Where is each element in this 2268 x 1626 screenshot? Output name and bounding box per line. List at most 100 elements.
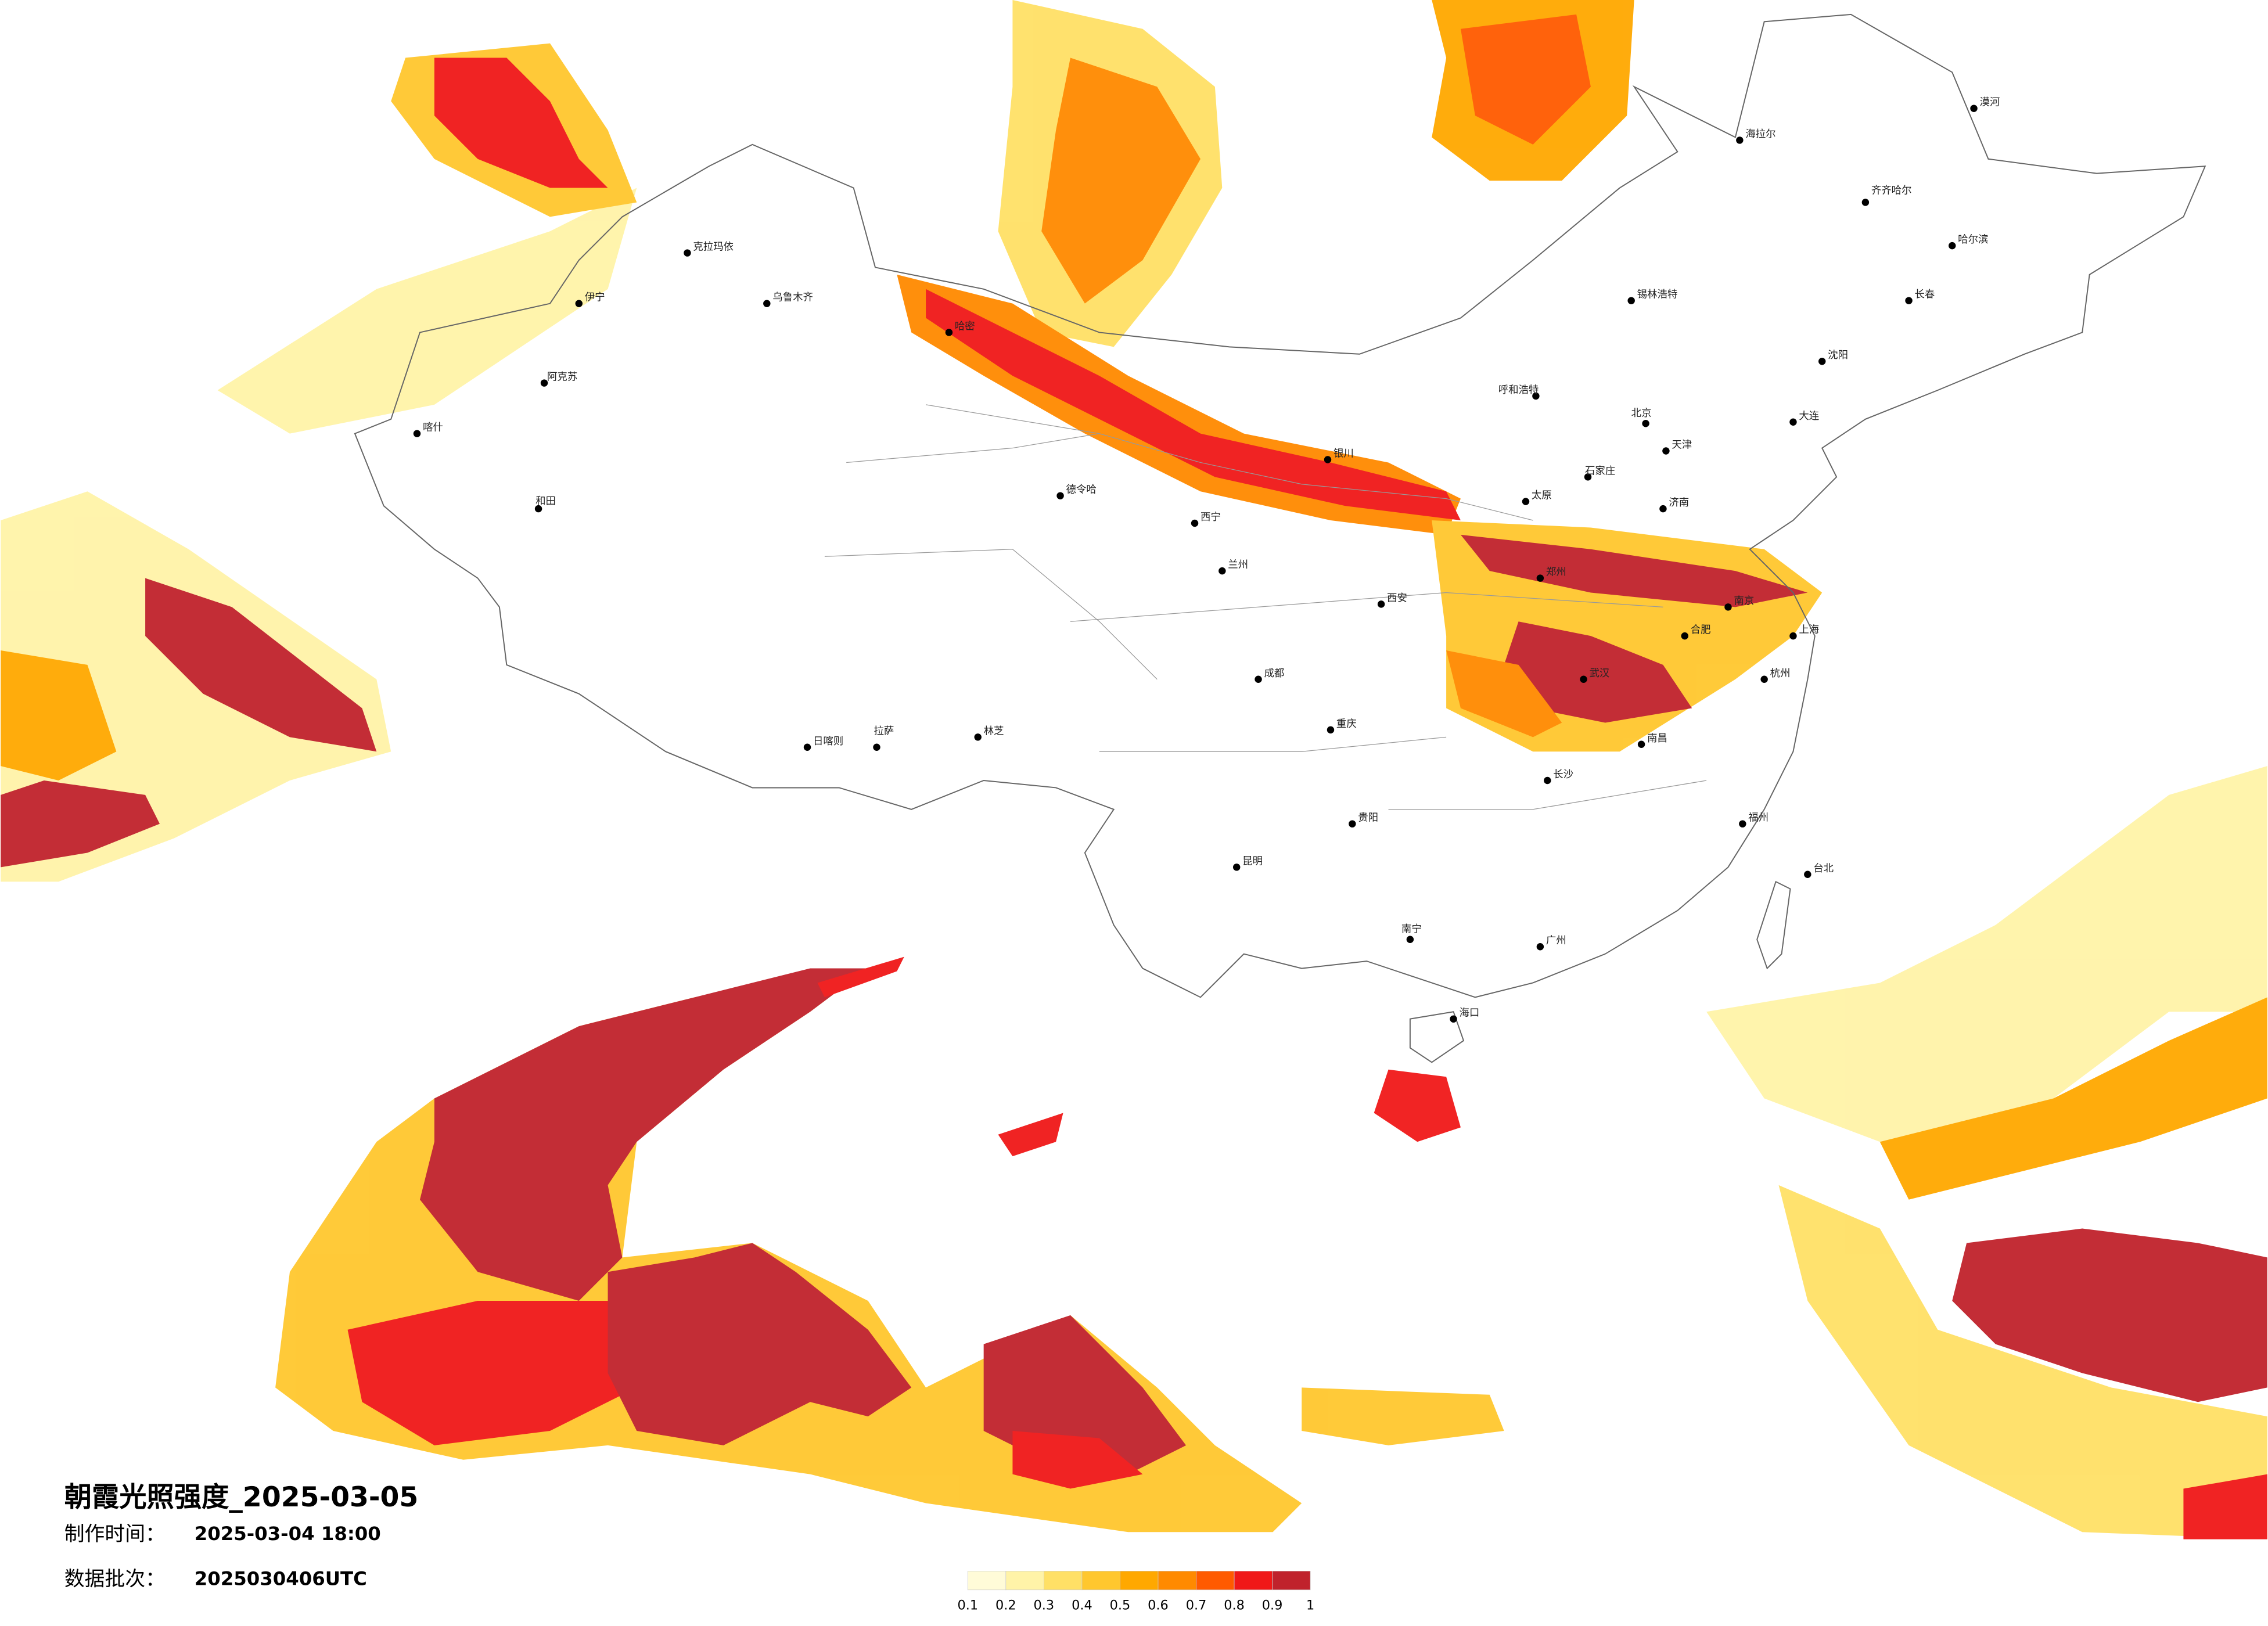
city: 济南 [1659,497,1689,513]
hainan-border [1409,1011,1465,1063]
city-dot [1377,600,1385,608]
city-dot [534,505,542,513]
city-dot [1970,105,1978,112]
city-dot [1406,936,1414,943]
city: 杭州 [1760,668,1790,683]
city-dot [1580,675,1587,683]
legend-tick-label: 0.7 [1186,1598,1207,1613]
city: 阿克苏 [540,372,577,387]
city-label: 北京 [1631,408,1652,419]
city: 海拉尔 [1736,128,1776,144]
city: 南昌 [1637,733,1667,748]
heat-area [1012,1431,1143,1489]
city-dot [684,249,691,257]
city: 喀什 [413,422,443,437]
city-label: 福州 [1748,812,1769,824]
city-label: 海拉尔 [1745,128,1775,140]
city-label: 台北 [1813,863,1834,875]
city-label: 德令哈 [1066,484,1097,496]
city: 郑州 [1536,567,1566,582]
city: 贵阳 [1349,812,1378,828]
city-dot [1056,492,1064,499]
city: 福州 [1739,812,1769,828]
city: 台北 [1804,863,1834,878]
city: 太原 [1522,490,1552,505]
city-dot [413,430,421,437]
city-dot [1724,603,1732,611]
city-dot [575,300,583,307]
city-dot [1544,776,1551,785]
map-title: 朝霞光照强度_2025-03-05 [64,1481,419,1513]
city-label: 重庆 [1336,718,1357,730]
city-dot [1349,820,1356,828]
city-dot [1219,567,1226,575]
city-label: 兰州 [1228,559,1248,571]
city: 广州 [1536,935,1566,951]
legend-tick-label: 0.3 [1034,1598,1055,1613]
city-label: 济南 [1669,497,1689,509]
legend-swatch [1272,1571,1311,1591]
city-dot [1739,820,1746,828]
city-label: 呼和浩特 [1498,384,1539,396]
city: 林芝 [974,725,1004,741]
city: 日喀则 [803,736,843,751]
heat-area [1041,57,1201,304]
heat-area [998,1113,1063,1157]
city-label: 拉萨 [874,725,894,737]
heat-area [1706,766,2267,1142]
legend-tick-label: 0.8 [1224,1598,1245,1613]
city-label: 广州 [1546,935,1566,947]
country-border [354,13,2206,998]
city-dot [1232,864,1241,871]
heat-area [1460,14,1591,145]
heat-area [608,1243,912,1445]
city-label: 太原 [1532,490,1552,502]
city-dot [945,329,953,336]
city-label: 南昌 [1647,733,1667,744]
legend-swatch [1081,1571,1120,1591]
city-dot [1905,297,1913,304]
legend-tick-label: 0.4 [1072,1598,1092,1613]
city: 上海 [1789,624,1819,640]
city-label: 齐齐哈尔 [1871,185,1912,197]
province-border [824,404,1707,810]
city-label: 长春 [1915,289,1935,301]
heat-area [817,956,904,998]
city-label: 成都 [1264,668,1285,679]
legend-tick-label: 0.1 [957,1598,978,1613]
city-dot [1450,1015,1457,1023]
city-label: 伊宁 [585,292,605,304]
city-label: 贵阳 [1358,812,1378,824]
city: 大连 [1789,411,1819,426]
heat-area [347,1301,637,1445]
city: 兰州 [1219,559,1248,575]
legend-swatch [967,1571,1007,1591]
city-dot [1948,242,1956,250]
borders [354,13,2206,1063]
city-label: 阿克苏 [547,372,577,383]
city: 伊宁 [575,292,605,307]
city-label: 合肥 [1691,624,1711,636]
city-label: 大连 [1799,411,1819,422]
city-label: 天津 [1672,440,1692,451]
city-label: 林芝 [984,725,1004,737]
legend-swatch [1158,1571,1196,1591]
legend-tick-label: 0.2 [995,1598,1016,1613]
city-dot [1642,420,1649,427]
city-dot [1789,632,1797,640]
city: 西宁 [1191,512,1221,527]
city-label: 武汉 [1590,668,1610,679]
city-label: 南京 [1734,595,1754,607]
heat-area [1879,997,2267,1200]
heat-area [1374,1069,1461,1142]
city-label: 沈阳 [1828,350,1848,361]
city-label: 乌鲁木齐 [772,292,813,304]
city-label: 和田 [535,496,556,508]
city-label: 海口 [1460,1008,1480,1019]
city-dot [1584,473,1592,481]
city-dot [1659,505,1667,513]
legend: 0.1 0.2 0.3 0.4 0.5 0.6 0.7 0.8 0.9 1 [957,1571,1314,1613]
legend-swatch [1196,1571,1235,1591]
city-dot [763,300,771,307]
